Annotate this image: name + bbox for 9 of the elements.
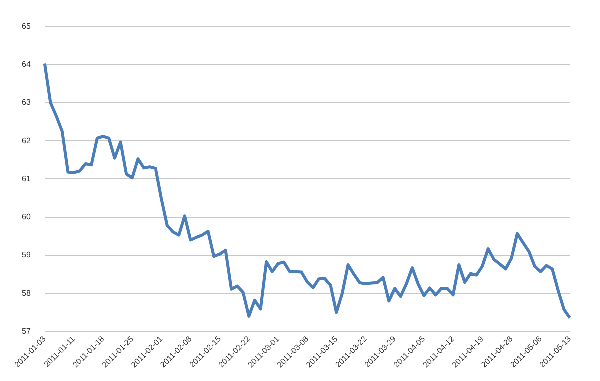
y-tick-label: 58 [22, 288, 32, 298]
y-tick-label: 57 [22, 326, 32, 336]
y-tick-label: 64 [22, 60, 32, 70]
y-tick-label: 60 [22, 212, 32, 222]
y-tick-label: 65 [22, 22, 32, 32]
y-tick-label: 62 [22, 136, 32, 146]
y-tick-label: 59 [22, 250, 32, 260]
y-tick-label: 63 [22, 98, 32, 108]
y-tick-label: 61 [22, 174, 32, 184]
